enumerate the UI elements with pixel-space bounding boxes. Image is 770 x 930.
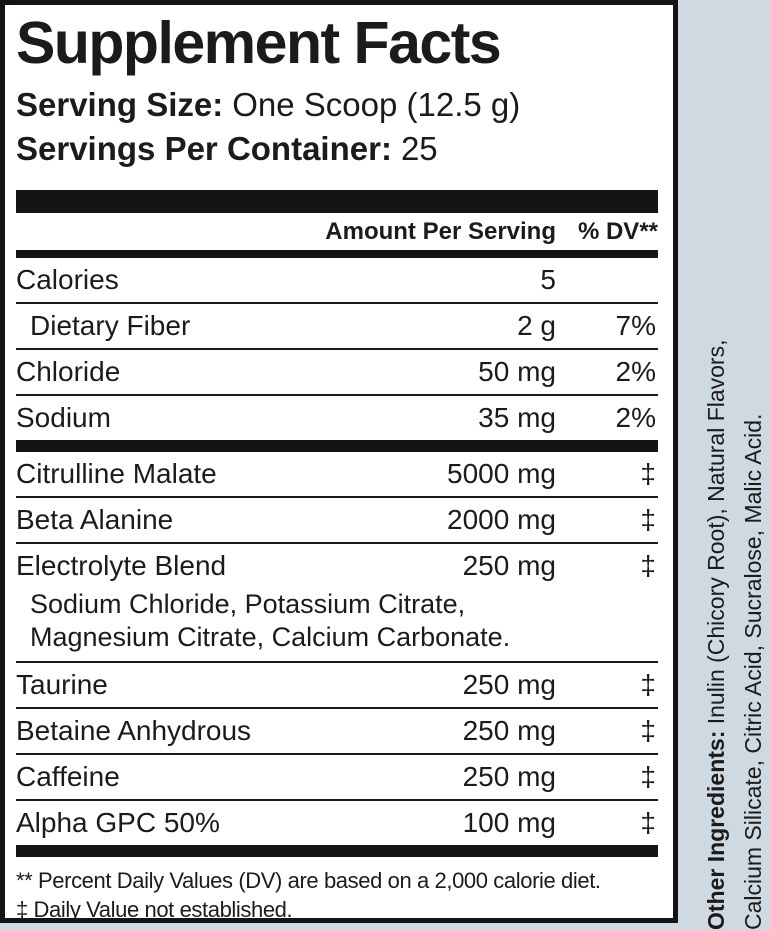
row-amount: 35 mg <box>478 402 556 433</box>
servings-per-container-label: Servings Per Container: <box>16 130 392 167</box>
other-ingredients-line-1: Other Ingredients: Inulin (Chicory Root)… <box>700 340 733 930</box>
row-amount: 5000 mg <box>447 458 556 489</box>
row-amount: 2 g <box>517 310 556 341</box>
footnotes: ** Percent Daily Values (DV) are based o… <box>16 866 658 922</box>
active-ingredients-section: Citrulline Malate 5000 mg ‡ Beta Alanine 200… <box>16 452 658 845</box>
row-dv: 7% <box>615 310 656 341</box>
row-amount: 250 mg <box>462 761 556 792</box>
row-amount: 50 mg <box>478 356 556 387</box>
table-row: Alpha GPC 50% 100 mg ‡ <box>16 799 658 845</box>
table-row-line: Citrulline Malate 5000 mg ‡ <box>16 452 658 496</box>
other-ingredients-line-2: Calcium Silicate, Citric Acid, Sucralose… <box>737 414 770 930</box>
supplement-facts-panel: Supplement Facts Serving Size: One Scoop … <box>0 0 678 923</box>
panel-title: Supplement Facts <box>16 10 502 76</box>
row-dv: ‡ <box>640 807 656 838</box>
divider-bar-middle <box>16 440 658 452</box>
servings-per-container-line: Servings Per Container: 25 <box>16 127 658 171</box>
table-row-line: Dietary Fiber 2 g 7% <box>16 304 658 348</box>
row-amount: 5 <box>540 264 556 295</box>
table-row-line: Sodium 35 mg 2% <box>16 396 658 440</box>
row-dv: ‡ <box>640 715 656 746</box>
table-row: Caffeine 250 mg ‡ <box>16 753 658 799</box>
other-ingredients-label: Other Ingredients: <box>703 730 729 930</box>
table-header-row: Amount Per Serving % DV** <box>16 213 658 250</box>
row-amount: 2000 mg <box>447 504 556 535</box>
row-dv: 2% <box>615 356 656 387</box>
row-name: Dietary Fiber <box>30 310 191 341</box>
row-sub-ingredients: Sodium Chloride, Potassium Citrate, <box>30 589 466 619</box>
column-header-amount: Amount Per Serving <box>325 217 556 245</box>
row-name: Electrolyte Blend <box>16 550 227 581</box>
row-name: Caffeine <box>16 761 120 792</box>
serving-size-line: Serving Size: One Scoop (12.5 g) <box>16 83 658 127</box>
column-header-dv: % DV** <box>577 217 658 245</box>
table-row-line: Chloride 50 mg 2% <box>16 350 658 394</box>
row-name: Calories <box>16 264 119 295</box>
row-name: Alpha GPC 50% <box>16 807 220 838</box>
row-dv: ‡ <box>640 504 656 535</box>
table-row-line: Alpha GPC 50% 100 mg ‡ <box>16 801 658 845</box>
other-ingredients-text-2: Calcium Silicate, Citric Acid, Sucralose… <box>740 413 766 930</box>
other-ingredients-text-1: Inulin (Chicory Root), Natural Flavors, <box>703 339 729 731</box>
footnote-daily-values: ** Percent Daily Values (DV) are based o… <box>16 868 601 893</box>
divider-bar-top <box>16 190 658 213</box>
table-row-line: Caffeine 250 mg ‡ <box>16 755 658 799</box>
row-amount: 100 mg <box>462 807 556 838</box>
row-dv: ‡ <box>640 550 656 581</box>
table-row: Electrolyte Blend 250 mg ‡ Sodium Chloride,… <box>16 542 658 661</box>
table-row: Chloride 50 mg 2% <box>16 348 658 394</box>
table-row-line: Calories 5 <box>16 258 658 302</box>
row-name: Citrulline Malate <box>16 458 217 489</box>
table-row-line: Beta Alanine 2000 mg ‡ <box>16 498 658 542</box>
table-row-line: Taurine 250 mg ‡ <box>16 663 658 707</box>
row-name: Taurine <box>16 669 108 700</box>
serving-size-label: Serving Size: <box>16 86 224 123</box>
servings-per-container-value: 25 <box>400 130 438 167</box>
row-dv: ‡ <box>640 669 656 700</box>
table-row: Betaine Anhydrous 250 mg ‡ <box>16 707 658 753</box>
table-row: Beta Alanine 2000 mg ‡ <box>16 496 658 542</box>
row-name: Beta Alanine <box>16 504 174 535</box>
row-sub-ingredients: Magnesium Citrate, Calcium Carbonate. <box>30 622 511 652</box>
serving-size-value: One Scoop (12.5 g) <box>232 86 521 123</box>
divider-bar-bottom <box>16 845 658 857</box>
row-dv: ‡ <box>640 761 656 792</box>
table-row-line: Electrolyte Blend 250 mg ‡ <box>16 544 658 588</box>
row-amount: 250 mg <box>462 550 556 581</box>
row-name: Chloride <box>16 356 121 387</box>
nutrient-section: Calories 5 Dietary Fiber 2 g 7% Chloride 50 mg… <box>16 258 658 440</box>
row-amount: 250 mg <box>462 669 556 700</box>
row-name: Betaine Anhydrous <box>16 715 252 746</box>
divider-bar-header <box>16 250 658 258</box>
row-amount: 250 mg <box>462 715 556 746</box>
row-name: Sodium <box>16 402 111 433</box>
table-row-line: Betaine Anhydrous 250 mg ‡ <box>16 709 658 753</box>
row-dv: ‡ <box>640 458 656 489</box>
footnote-dagger: ‡ Daily Value not established. <box>16 897 293 922</box>
table-row: Taurine 250 mg ‡ <box>16 661 658 707</box>
row-dv: 2% <box>615 402 656 433</box>
table-row: Calories 5 <box>16 258 658 302</box>
table-row: Sodium 35 mg 2% <box>16 394 658 440</box>
table-row: Citrulline Malate 5000 mg ‡ <box>16 452 658 496</box>
table-row: Dietary Fiber 2 g 7% <box>16 302 658 348</box>
